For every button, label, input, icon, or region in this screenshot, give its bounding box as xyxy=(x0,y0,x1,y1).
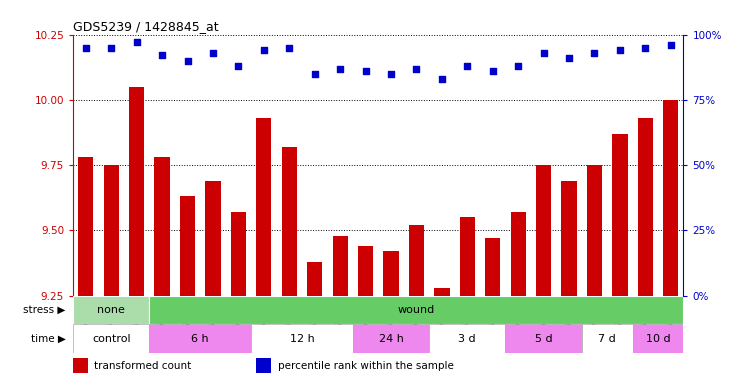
Point xyxy=(461,63,473,69)
Point xyxy=(538,50,550,56)
Point xyxy=(284,45,295,51)
Bar xyxy=(358,246,374,296)
Point xyxy=(512,63,524,69)
Bar xyxy=(78,157,94,296)
Point xyxy=(232,63,244,69)
Text: 24 h: 24 h xyxy=(379,334,404,344)
Text: 3 d: 3 d xyxy=(458,334,476,344)
Text: control: control xyxy=(92,334,131,344)
Text: GDS5239 / 1428845_at: GDS5239 / 1428845_at xyxy=(73,20,219,33)
Bar xyxy=(104,165,119,296)
Text: 12 h: 12 h xyxy=(289,334,314,344)
Point xyxy=(334,65,346,71)
Point xyxy=(309,71,321,77)
Bar xyxy=(353,324,429,353)
Bar xyxy=(149,296,683,324)
Text: 10 d: 10 d xyxy=(645,334,670,344)
Point xyxy=(80,45,91,51)
Point xyxy=(436,76,447,82)
Point xyxy=(182,58,194,64)
Bar xyxy=(637,118,653,296)
Bar xyxy=(154,157,170,296)
Bar xyxy=(587,165,602,296)
Point xyxy=(131,39,143,45)
Bar xyxy=(205,181,221,296)
Bar xyxy=(510,212,526,296)
Bar xyxy=(613,134,627,296)
Bar xyxy=(251,324,353,353)
Bar xyxy=(632,324,683,353)
Text: transformed count: transformed count xyxy=(94,361,192,371)
Point xyxy=(258,47,270,53)
Point xyxy=(665,42,677,48)
Bar xyxy=(231,212,246,296)
Bar xyxy=(129,87,144,296)
Bar xyxy=(663,100,678,296)
Point xyxy=(588,50,600,56)
Bar xyxy=(281,147,297,296)
Text: none: none xyxy=(97,305,125,315)
Bar xyxy=(434,288,450,296)
Text: 7 d: 7 d xyxy=(598,334,616,344)
Point xyxy=(360,68,371,74)
Bar xyxy=(561,181,577,296)
Point xyxy=(487,68,499,74)
Bar xyxy=(460,217,475,296)
Bar xyxy=(383,251,398,296)
Bar xyxy=(73,324,149,353)
Point xyxy=(614,47,626,53)
Bar xyxy=(149,324,251,353)
Point xyxy=(640,45,651,51)
Point xyxy=(105,45,117,51)
Text: 6 h: 6 h xyxy=(192,334,209,344)
Bar xyxy=(257,358,271,373)
Bar xyxy=(409,225,424,296)
Point xyxy=(385,71,397,77)
Point xyxy=(563,55,575,61)
Bar xyxy=(307,262,322,296)
Point xyxy=(207,50,219,56)
Bar xyxy=(505,324,582,353)
Bar xyxy=(180,197,195,296)
Bar xyxy=(536,165,551,296)
Bar xyxy=(333,236,348,296)
Bar xyxy=(73,296,149,324)
Bar xyxy=(582,324,632,353)
Bar xyxy=(256,118,271,296)
Point xyxy=(411,65,423,71)
Bar xyxy=(429,324,505,353)
Text: time ▶: time ▶ xyxy=(31,334,66,344)
Text: wound: wound xyxy=(398,305,435,315)
Text: 5 d: 5 d xyxy=(535,334,553,344)
Text: percentile rank within the sample: percentile rank within the sample xyxy=(278,361,453,371)
Point xyxy=(156,52,168,58)
Text: stress ▶: stress ▶ xyxy=(23,305,66,315)
Bar xyxy=(485,238,500,296)
Bar xyxy=(73,358,88,373)
